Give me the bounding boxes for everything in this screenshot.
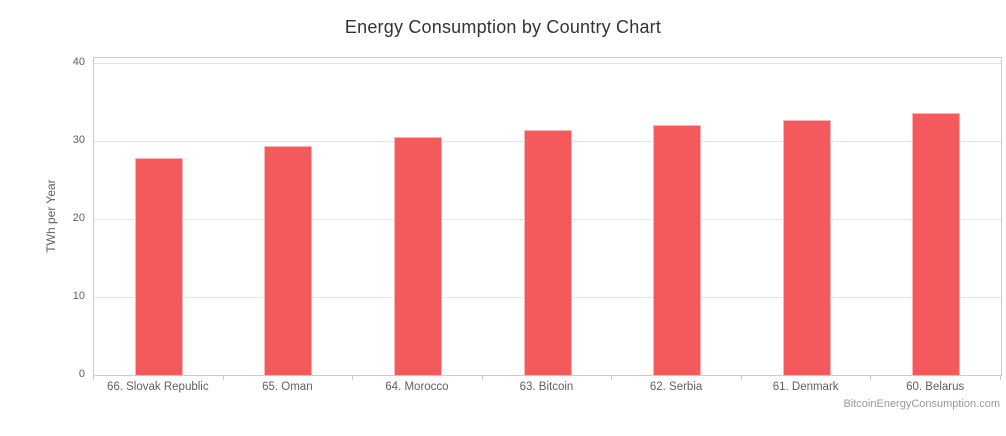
y-axis-tick-label: 0 <box>78 368 85 380</box>
chart-bar[interactable] <box>264 145 313 375</box>
x-axis-label: 65. Oman <box>262 381 313 393</box>
x-axis-tick <box>741 375 742 380</box>
y-axis-tick-label: 10 <box>72 290 85 303</box>
x-axis-tick <box>352 375 353 380</box>
chart-bar[interactable] <box>393 136 442 375</box>
x-axis-tick <box>870 375 871 380</box>
chart-bar[interactable] <box>782 119 831 375</box>
x-axis-label: 61. Denmark <box>772 381 839 393</box>
x-axis-label: 66. Slovak Republic <box>106 381 209 393</box>
chart-title: Energy Consumption by Country Chart <box>344 17 662 37</box>
x-axis-label: 60. Belarus <box>906 381 965 393</box>
y-axis-tick-label: 20 <box>72 212 85 225</box>
credits-link[interactable]: BitcoinEnergyConsumption.com <box>843 398 1000 410</box>
chart-bar[interactable] <box>912 113 961 375</box>
x-axis-label: 63. Bitcoin <box>519 381 574 393</box>
x-axis-tick <box>482 375 483 380</box>
x-axis-tick <box>1000 375 1001 380</box>
chart-bar[interactable] <box>523 130 572 375</box>
chart-bar[interactable] <box>653 124 702 375</box>
plot-area <box>93 57 1002 376</box>
x-axis-tick <box>223 375 224 380</box>
y-gridline <box>94 62 1001 64</box>
y-axis-tick-label: 30 <box>72 134 85 147</box>
x-axis-label: 62. Serbia <box>649 381 703 393</box>
x-axis-tick <box>93 375 94 380</box>
x-axis-label: 64. Morocco <box>385 381 449 393</box>
y-axis-tick-label: 40 <box>72 56 85 69</box>
chart-bar[interactable] <box>134 157 183 375</box>
x-axis-tick <box>611 375 612 380</box>
